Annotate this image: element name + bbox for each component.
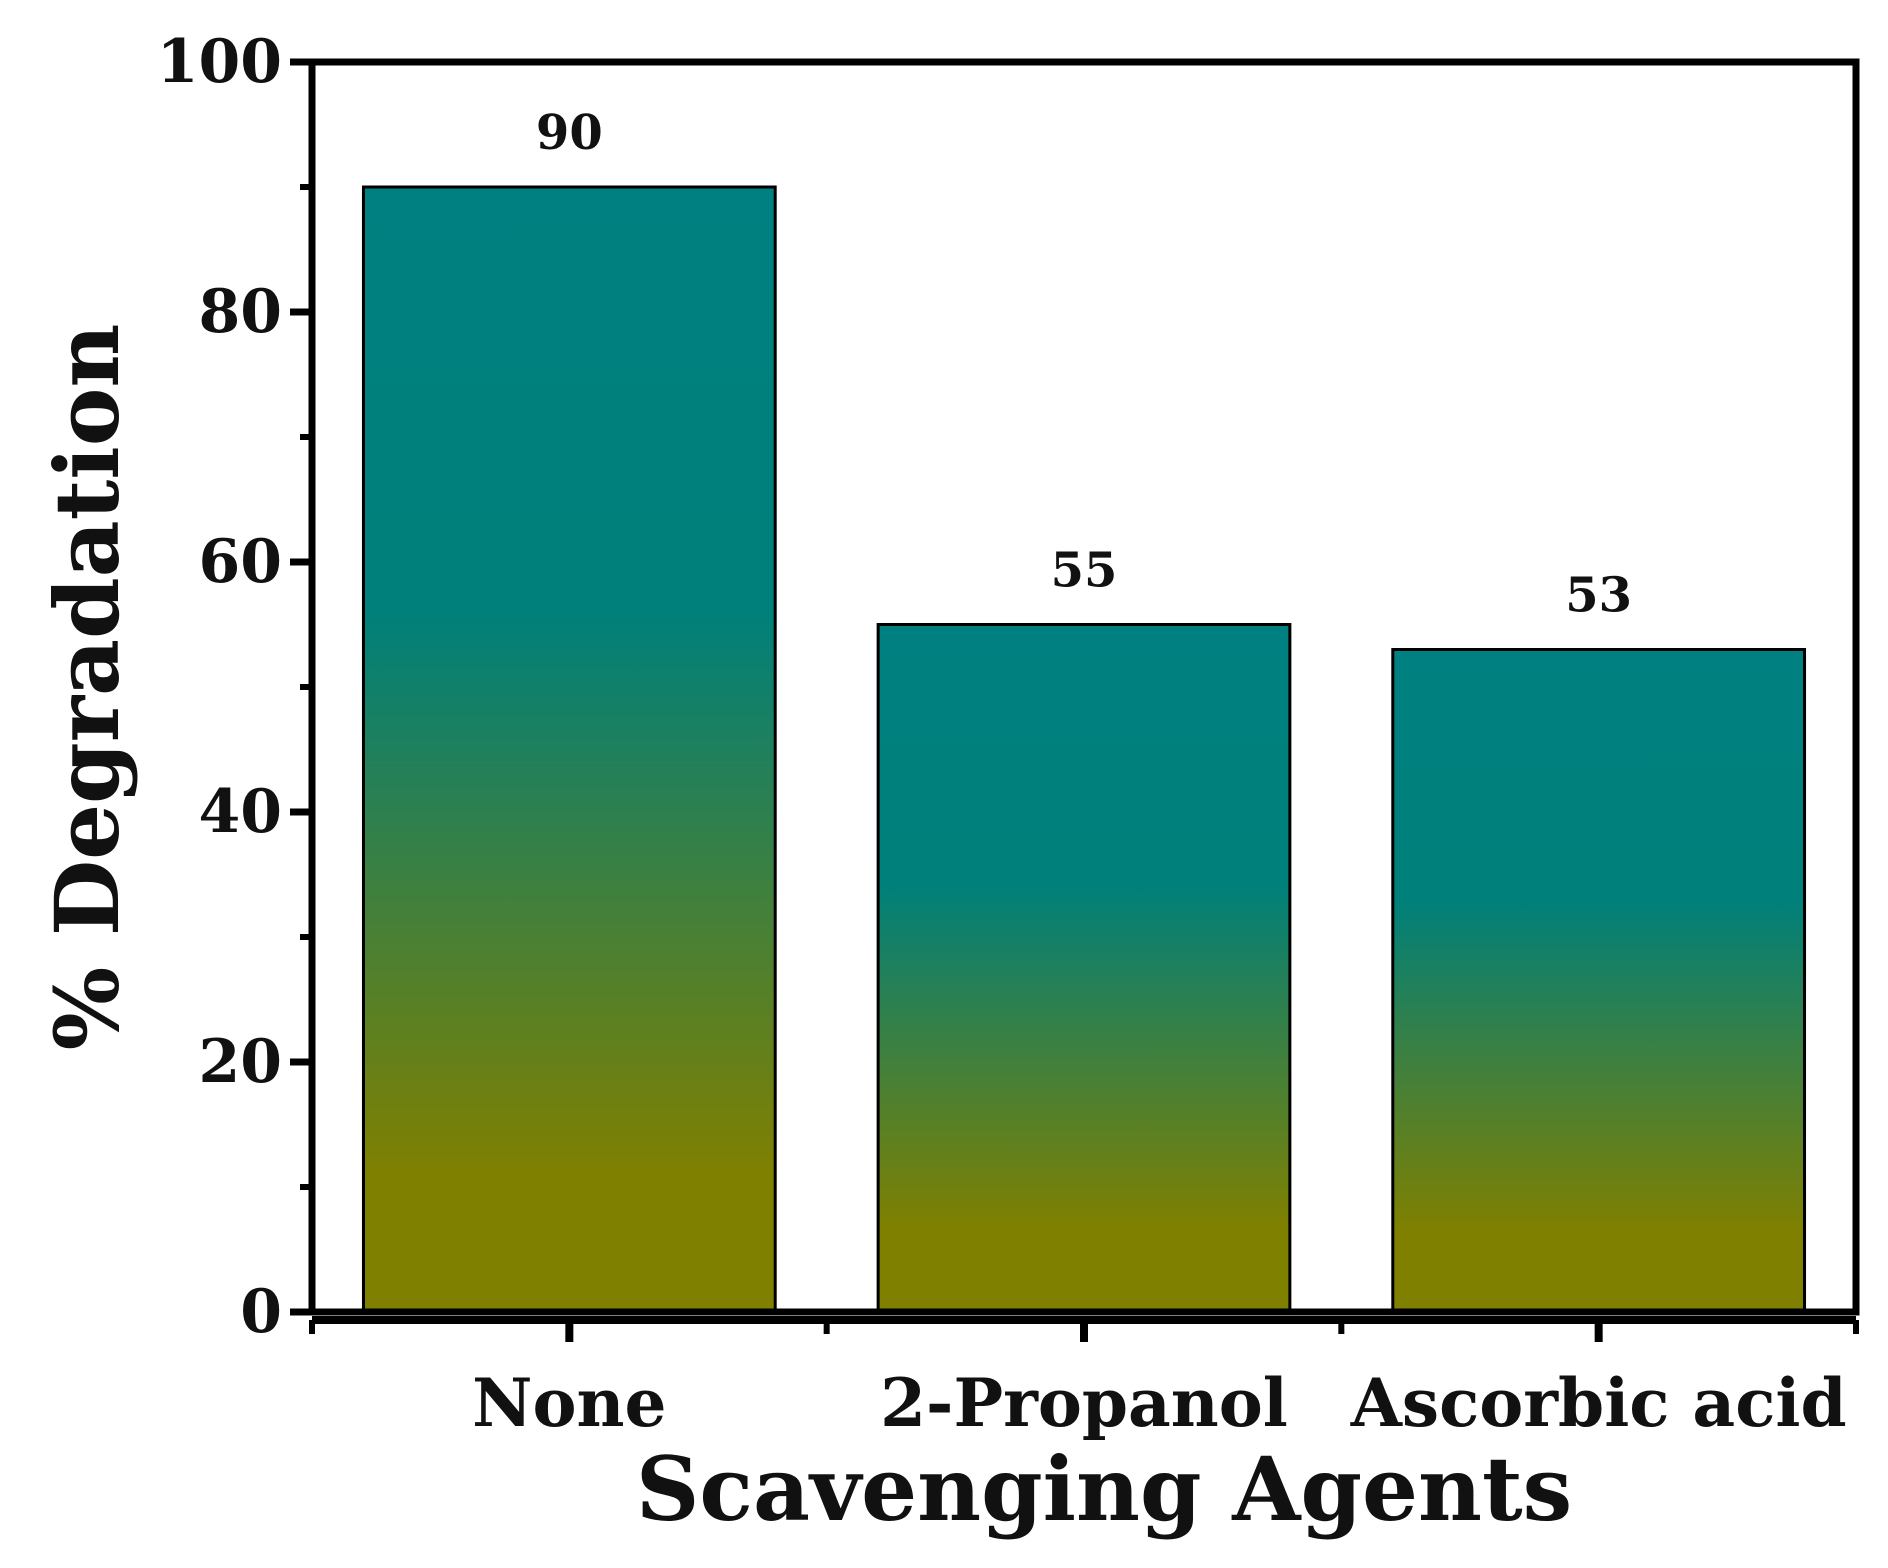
bar-ascorbic-acid: [1391, 648, 1807, 1314]
bar-value-label: 55: [1051, 543, 1118, 599]
x-axis-title: Scavenging Agents: [636, 1437, 1572, 1541]
bar-none: [361, 185, 777, 1314]
y-tick-label: 0: [240, 1277, 282, 1347]
bar-value-label: 90: [536, 105, 603, 161]
y-tick-label: 100: [157, 27, 282, 97]
y-tick-label: 20: [199, 1027, 283, 1097]
x-category-label: 2-Propanol: [880, 1364, 1288, 1442]
y-tick-label: 40: [199, 777, 283, 847]
axes-group: 0 20 40 60 80 100 None 2-Propanol Ascorbic acid: [157, 27, 1859, 1442]
bar-value-label: 53: [1565, 568, 1632, 624]
y-axis-title: % Degradation: [35, 324, 139, 1051]
y-tick-label: 60: [199, 527, 283, 597]
bars-group: 90 55 53: [361, 105, 1807, 1314]
x-category-label: Ascorbic acid: [1350, 1364, 1847, 1442]
bar-2-propanol: [876, 623, 1292, 1314]
y-tick-label: 80: [199, 277, 283, 347]
x-category-label: None: [472, 1364, 666, 1442]
